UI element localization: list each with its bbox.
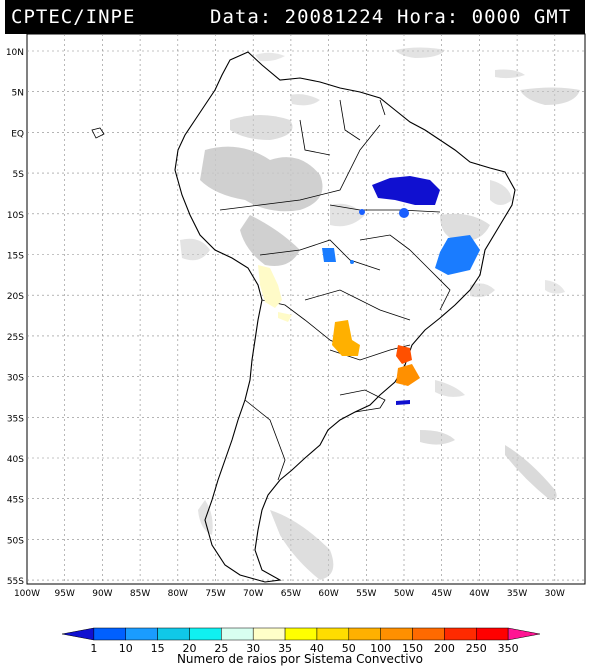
system-orange-south	[396, 364, 420, 386]
lat-label: 20S	[7, 292, 24, 302]
colorbar-swatch	[252, 627, 286, 641]
lon-label: 60W	[318, 589, 338, 599]
lon-label: 95W	[55, 589, 75, 599]
colorbar-tick-label: 35	[278, 642, 292, 655]
system-pale-west	[258, 265, 282, 308]
colorbar-tick-label: 30	[246, 642, 260, 655]
lat-label: 5S	[13, 170, 25, 180]
colorbar-swatch	[412, 627, 445, 641]
system-orange-paraguay	[332, 320, 360, 356]
colorbar-swatch	[157, 627, 190, 641]
colorbar-swatch	[444, 627, 477, 641]
system-red-south	[396, 345, 412, 364]
colorbar-caption: Numero de raios por Sistema Convectivo	[176, 652, 424, 666]
colorbar-swatch	[189, 627, 222, 641]
lon-label: 85W	[130, 589, 150, 599]
system-blue-center	[322, 248, 336, 262]
colorbar-tick-label: 25	[214, 642, 228, 655]
date-label: Data: 20081224	[210, 6, 385, 28]
graticule	[27, 34, 585, 584]
convective-systems	[258, 176, 480, 405]
lat-label: 30S	[7, 374, 24, 384]
lon-label: 30W	[545, 589, 565, 599]
lon-label: 80W	[168, 589, 188, 599]
lon-label: 90W	[92, 589, 112, 599]
lat-label: EQ	[11, 129, 24, 139]
lat-label: 10S	[7, 211, 24, 221]
latitude-labels: 10N 5N EQ 5S 10S 15S 20S 25S 30S 35S 40S 45S 50S 55S	[6, 48, 24, 587]
map-border	[26, 33, 586, 585]
lon-label: 100W	[14, 589, 40, 599]
lon-label: 65W	[281, 589, 301, 599]
source-label: CPTEC/INPE	[11, 6, 136, 28]
lat-label: 40S	[7, 455, 24, 465]
colorbar-swatch	[221, 627, 254, 641]
colorbar-swatch	[380, 627, 413, 641]
lat-label: 55S	[7, 577, 24, 587]
colorbar-tick-label: 100	[370, 642, 391, 655]
lat-label: 10N	[6, 48, 24, 58]
colorbar-swatch	[93, 627, 126, 641]
colorbar-swatch	[316, 627, 350, 641]
system-blue-north	[372, 176, 440, 205]
longitude-labels: 100W 95W 90W 85W 80W 75W 70W 65W 60W 55W 50W 45W 40W…	[14, 589, 565, 599]
system-blue-east	[435, 235, 480, 275]
lon-label: 75W	[205, 589, 225, 599]
colorbar-swatch	[284, 627, 318, 641]
colorbar-tick-label: 20	[182, 642, 196, 655]
lat-label: 50S	[7, 536, 24, 546]
lon-label: 70W	[243, 589, 263, 599]
lat-label: 25S	[7, 333, 24, 343]
colorbar-tick-label: 10	[119, 642, 133, 655]
colorbar-swatch	[476, 627, 509, 641]
colorbar-swatch	[125, 627, 158, 641]
colorbar-swatch	[348, 627, 381, 641]
colorbar-tick-label: 350	[498, 642, 519, 655]
colorbar-tick-label: 1	[90, 642, 97, 655]
colorbar-tick-label: 150	[402, 642, 423, 655]
lat-label: 15S	[7, 252, 24, 262]
cloud-cover	[180, 47, 580, 580]
colorbar-swatch	[507, 627, 541, 641]
lon-label: 50W	[394, 589, 414, 599]
colorbar-labels: 1 10 15 20 25 30 35 40 50 100 150 200 250 350	[90, 642, 518, 655]
map-header: CPTEC/INPE Data: 20081224 Hora: 0000 GMT	[5, 0, 585, 34]
colorbar-tick-label: 250	[466, 642, 487, 655]
time-label: Hora: 0000 GMT	[397, 6, 572, 28]
colorbar-tick-label: 40	[310, 642, 324, 655]
system-small-blue	[399, 208, 409, 218]
lat-label: 45S	[7, 496, 24, 506]
colorbar	[61, 627, 541, 641]
lon-label: 40W	[469, 589, 489, 599]
colorbar-tick-label: 50	[342, 642, 356, 655]
colorbar-tick-label: 200	[434, 642, 455, 655]
lat-label: 5N	[12, 89, 24, 99]
lon-label: 55W	[356, 589, 376, 599]
lat-label: 35S	[7, 414, 24, 424]
colorbar-tick-label: 15	[151, 642, 165, 655]
lon-label: 45W	[432, 589, 452, 599]
coastlines	[91, 51, 516, 583]
lon-label: 35W	[507, 589, 527, 599]
colorbar-swatch	[61, 627, 95, 641]
